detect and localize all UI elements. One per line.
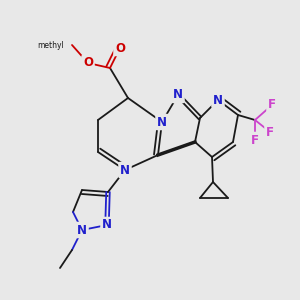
Text: N: N [120,164,130,176]
Text: N: N [102,218,112,232]
Text: F: F [268,98,276,112]
Text: O: O [83,56,93,70]
Text: N: N [173,88,183,101]
Text: F: F [251,134,259,146]
Text: N: N [157,116,167,128]
Text: F: F [266,125,274,139]
Text: methyl: methyl [37,40,64,50]
Text: N: N [213,94,223,106]
Text: N: N [77,224,87,236]
Text: O: O [115,41,125,55]
